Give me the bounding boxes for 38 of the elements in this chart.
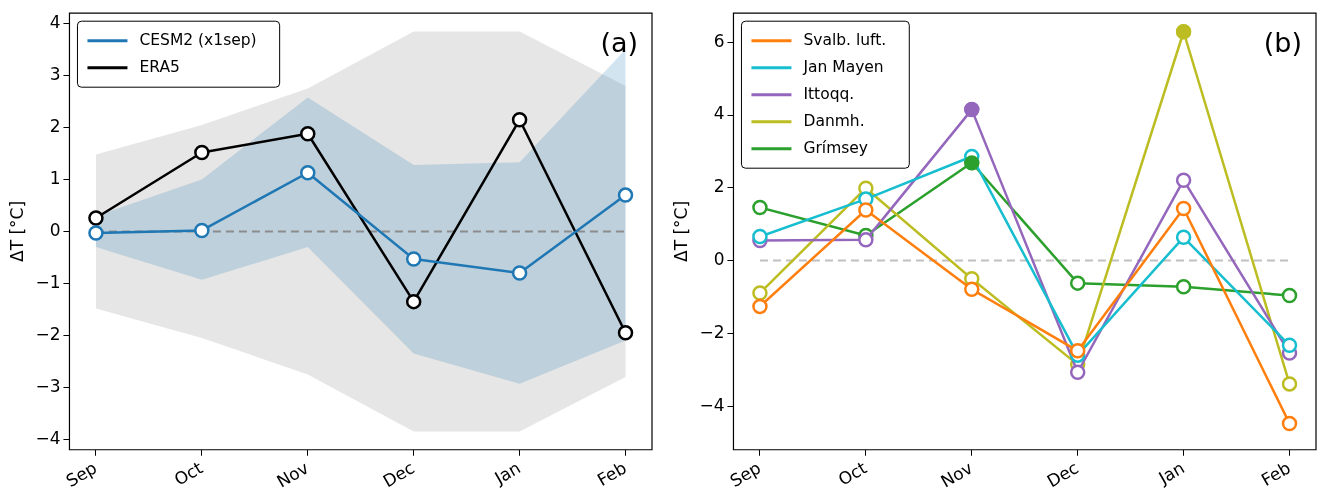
legend-label: Svalb. luft. bbox=[803, 30, 887, 49]
y-tick-label: 3 bbox=[49, 63, 61, 84]
y-tick-label: −4 bbox=[35, 427, 61, 448]
x-tick-label: Jan bbox=[1154, 457, 1188, 489]
x-tick-label: Sep bbox=[62, 457, 101, 491]
x-tick-label: Oct bbox=[170, 457, 207, 490]
legend-label: Danmh. bbox=[803, 111, 865, 130]
x-tick-label: Feb bbox=[1257, 457, 1294, 490]
legend-label: ERA5 bbox=[139, 57, 180, 76]
x-tick-label: Nov bbox=[273, 457, 312, 492]
x-tick-label: Feb bbox=[593, 457, 630, 490]
legend-label: Ittoqq. bbox=[803, 84, 855, 103]
legend-label: Jan Mayen bbox=[802, 57, 884, 76]
x-tick-label: Dec bbox=[379, 457, 418, 492]
y-tick-label: 4 bbox=[713, 103, 725, 124]
legend-label: Grímsey bbox=[803, 138, 869, 157]
y-tick-label: 1 bbox=[49, 167, 61, 188]
y-tick-label: −4 bbox=[699, 394, 725, 415]
y-tick-label: 2 bbox=[713, 176, 725, 197]
y-tick-label: 4 bbox=[49, 12, 61, 33]
y-axis-title: ΔT [°C] bbox=[6, 200, 27, 262]
annotation: (b) bbox=[1263, 26, 1302, 58]
x-tick-label: Oct bbox=[834, 457, 871, 490]
x-tick-label: Sep bbox=[726, 457, 765, 491]
y-tick-label: 6 bbox=[713, 30, 725, 51]
y-tick-label: 0 bbox=[713, 249, 725, 269]
x-tick-label: Jan bbox=[490, 457, 524, 489]
y-tick-label: −3 bbox=[35, 375, 61, 396]
y-tick-label: −2 bbox=[35, 323, 61, 344]
y-tick-label: 2 bbox=[49, 115, 61, 136]
annotation: (a) bbox=[600, 26, 638, 58]
y-tick-label: −2 bbox=[699, 321, 725, 342]
y-tick-label: 0 bbox=[49, 219, 61, 240]
x-tick-label: Nov bbox=[937, 457, 976, 492]
y-axis-title: ΔT [°C] bbox=[670, 200, 691, 262]
x-tick-label: Dec bbox=[1043, 457, 1082, 492]
legend-label: CESM2 (x1sep) bbox=[139, 30, 257, 49]
y-tick-label: −1 bbox=[35, 271, 61, 292]
